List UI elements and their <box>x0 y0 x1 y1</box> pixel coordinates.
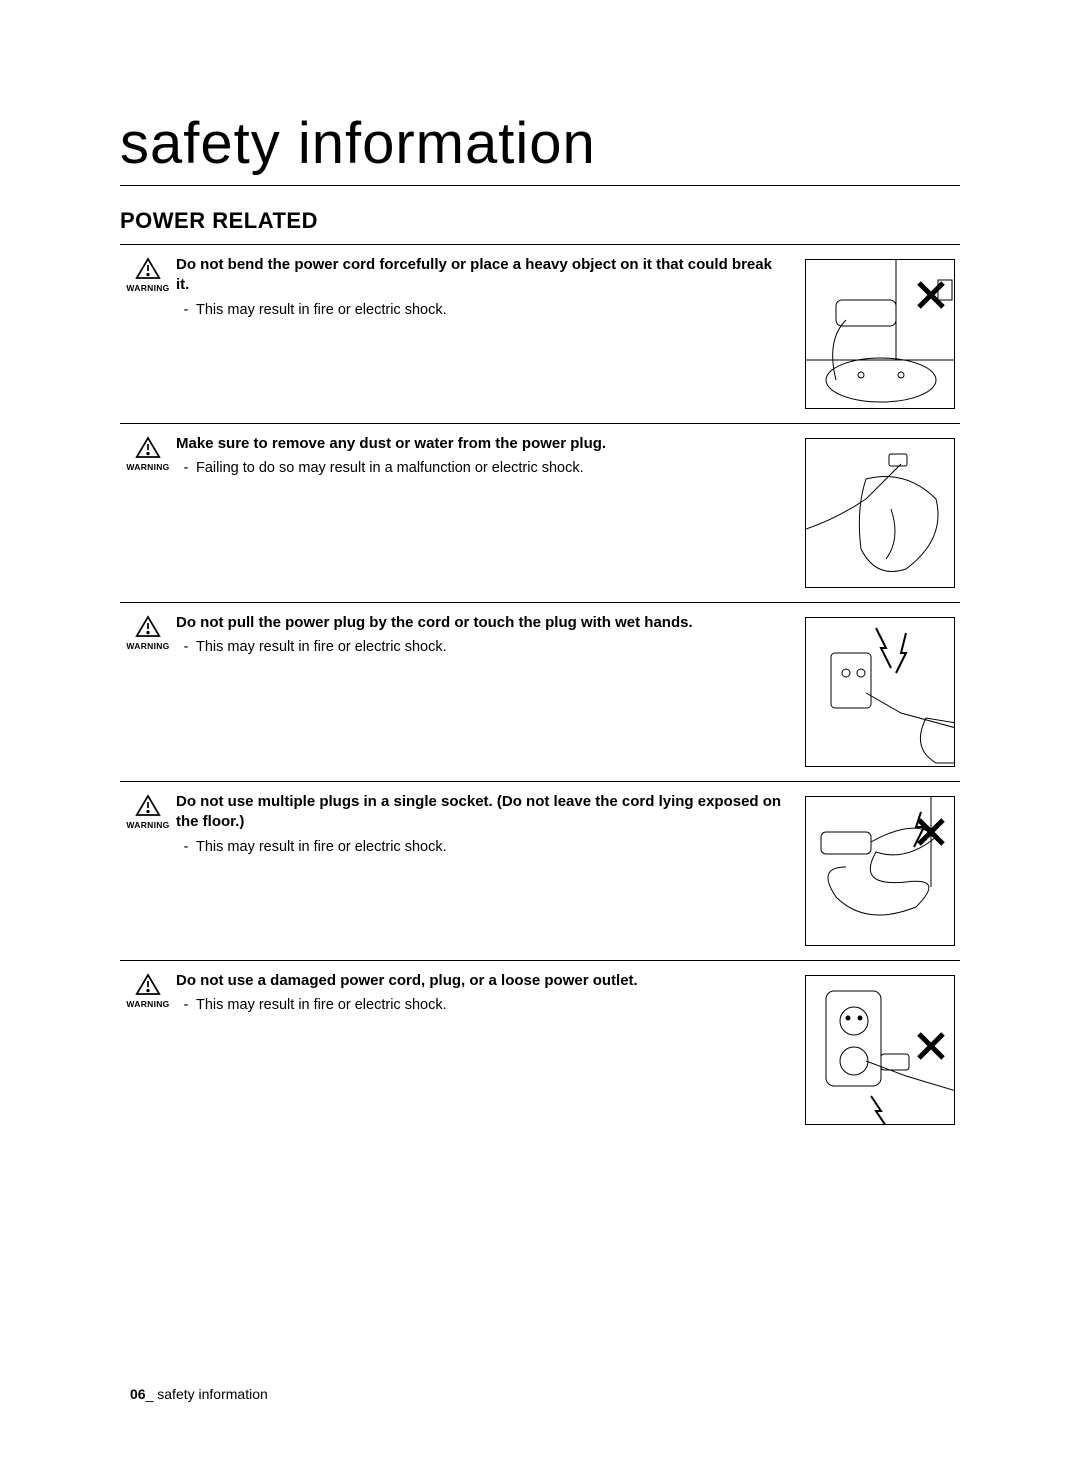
warning-triangle-icon <box>135 973 161 996</box>
warning-triangle-icon <box>135 794 161 817</box>
footer-label: safety information <box>157 1386 268 1402</box>
warning-item: WARNING Do not bend the power cord force… <box>120 245 960 424</box>
warning-detail: -Failing to do so may result in a malfun… <box>176 458 784 478</box>
warning-label: WARNING <box>126 820 169 830</box>
illustration-svg <box>806 618 955 767</box>
warning-triangle-icon <box>135 257 161 280</box>
warning-label: WARNING <box>126 999 169 1009</box>
warning-heading: Do not use multiple plugs in a single so… <box>176 792 784 833</box>
warning-text: Do not use a damaged power cord, plug, o… <box>176 971 800 1125</box>
illustration-column <box>800 255 960 409</box>
illustration-tangled-cords <box>805 796 955 946</box>
warning-label: WARNING <box>126 283 169 293</box>
warning-text: Do not use multiple plugs in a single so… <box>176 792 800 946</box>
warning-triangle-icon <box>135 615 161 638</box>
warning-detail-text: This may result in fire or electric shoc… <box>196 997 447 1013</box>
illustration-svg <box>806 439 955 588</box>
warning-badge: WARNING <box>120 971 176 1125</box>
warning-heading: Do not bend the power cord forcefully or… <box>176 255 784 296</box>
warning-label: WARNING <box>126 462 169 472</box>
warning-item: WARNING Do not pull the power plug by th… <box>120 603 960 782</box>
section-heading: POWER RELATED <box>120 208 960 234</box>
warning-triangle-icon <box>135 436 161 459</box>
warning-heading: Make sure to remove any dust or water fr… <box>176 434 784 454</box>
prohibited-x-icon <box>916 817 946 847</box>
illustration-column <box>800 971 960 1125</box>
warning-badge: WARNING <box>120 792 176 946</box>
footer-separator: _ <box>146 1386 158 1402</box>
warning-detail-text: This may result in fire or electric shoc… <box>196 302 447 318</box>
illustration-wipe-plug <box>805 438 955 588</box>
illustration-device-on-cord <box>805 259 955 409</box>
warning-badge: WARNING <box>120 434 176 588</box>
warning-label: WARNING <box>126 641 169 651</box>
warning-detail: -This may result in fire or electric sho… <box>176 300 784 320</box>
prohibited-x-icon <box>916 1031 946 1061</box>
warning-detail: -This may result in fire or electric sho… <box>176 837 784 857</box>
warning-text: Make sure to remove any dust or water fr… <box>176 434 800 588</box>
warning-detail-text: This may result in fire or electric shoc… <box>196 639 447 655</box>
warnings-list: WARNING Do not bend the power cord force… <box>120 244 960 1139</box>
warning-heading: Do not use a damaged power cord, plug, o… <box>176 971 784 991</box>
warning-badge: WARNING <box>120 255 176 409</box>
prohibited-x-icon <box>916 280 946 310</box>
illustration-damaged-outlet <box>805 975 955 1125</box>
warning-text: Do not bend the power cord forcefully or… <box>176 255 800 409</box>
warning-text: Do not pull the power plug by the cord o… <box>176 613 800 767</box>
illustration-column <box>800 792 960 946</box>
warning-item: WARNING Make sure to remove any dust or … <box>120 424 960 603</box>
page-number: 06 <box>130 1386 146 1402</box>
warning-item: WARNING Do not use multiple plugs in a s… <box>120 782 960 961</box>
illustration-column <box>800 434 960 588</box>
warning-detail: -This may result in fire or electric sho… <box>176 637 784 657</box>
warning-detail-text: Failing to do so may result in a malfunc… <box>196 460 584 476</box>
warning-badge: WARNING <box>120 613 176 767</box>
warning-item: WARNING Do not use a damaged power cord,… <box>120 961 960 1139</box>
page-footer: 06_ safety information <box>130 1386 268 1402</box>
illustration-wet-hand-plug <box>805 617 955 767</box>
illustration-column <box>800 613 960 767</box>
warning-detail-text: This may result in fire or electric shoc… <box>196 839 447 855</box>
page-title: safety information <box>120 110 960 186</box>
warning-heading: Do not pull the power plug by the cord o… <box>176 613 784 633</box>
warning-detail: -This may result in fire or electric sho… <box>176 995 784 1015</box>
